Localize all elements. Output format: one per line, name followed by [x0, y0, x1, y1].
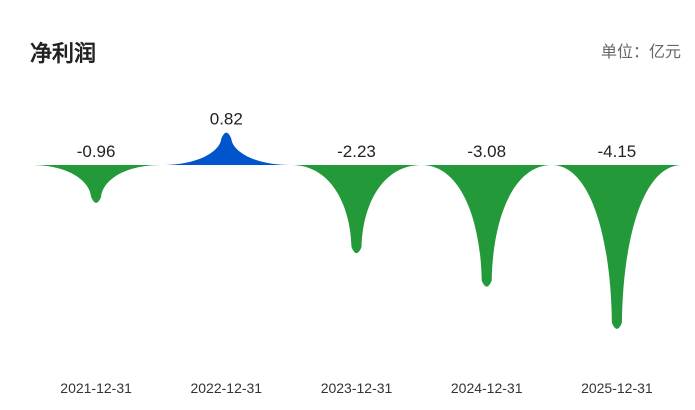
chart-marks: [31, 132, 682, 329]
value-label-2021-12-31: -0.96: [77, 142, 116, 161]
bar-2024-12-31[interactable]: [421, 165, 552, 287]
bar-2021-12-31[interactable]: [31, 165, 162, 203]
tick-label-2023-12-31: 2023-12-31: [321, 380, 393, 396]
tick-label-2024-12-31: 2024-12-31: [451, 380, 523, 396]
value-label-2024-12-31: -3.08: [467, 142, 506, 161]
unit-label: 单位：亿元: [600, 44, 681, 61]
value-label-2022-12-31: 0.82: [210, 110, 243, 129]
chart-tick-labels: 2021-12-31 2022-12-31 2023-12-31 2024-12-31…: [60, 380, 653, 396]
bar-2022-12-31[interactable]: [161, 132, 292, 165]
chart-title: 净利润: [30, 41, 97, 66]
value-label-2023-12-31: -2.23: [337, 142, 376, 161]
value-label-2025-12-31: -4.15: [598, 142, 637, 161]
bar-2025-12-31[interactable]: [551, 165, 682, 329]
tick-label-2022-12-31: 2022-12-31: [190, 380, 262, 396]
chart-value-labels: -0.96 0.82 -2.23 -3.08 -4.15: [77, 110, 637, 161]
bar-2023-12-31[interactable]: [291, 165, 422, 254]
tick-label-2025-12-31: 2025-12-31: [581, 380, 653, 396]
tick-label-2021-12-31: 2021-12-31: [60, 380, 132, 396]
